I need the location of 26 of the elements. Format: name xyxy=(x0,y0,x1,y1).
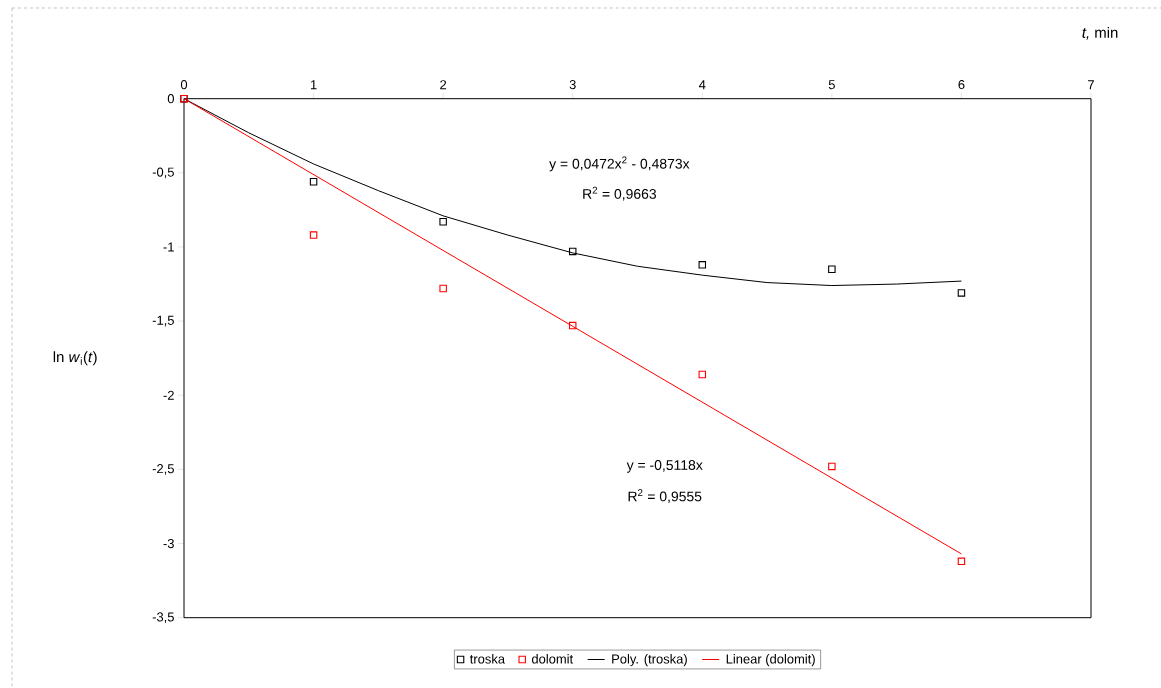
x-tick-label: 6 xyxy=(958,80,965,90)
x-tick-label: 5 xyxy=(828,80,835,90)
y-tick-label: 0 xyxy=(167,94,174,104)
y-tick-label: -1,5 xyxy=(152,315,174,327)
annotation: R$^{2}$ = 0,9663 xyxy=(583,186,657,201)
y-axis-title: ln w$_{i}$(t) xyxy=(53,351,97,366)
y-tick-label: -2,5 xyxy=(152,464,174,475)
legend-label: troska xyxy=(469,654,506,664)
annotation: R$^{2}$ = 0,9555 xyxy=(628,489,702,504)
annotation: y = -0,5118x xyxy=(626,460,703,473)
x-axis-title: t, min xyxy=(1082,26,1118,40)
y-tick-label: -3,5 xyxy=(152,612,174,624)
y-tick-label: -2 xyxy=(163,390,174,400)
y-tick-label: -3 xyxy=(163,538,174,549)
x-tick-label: 3 xyxy=(569,80,576,90)
x-tick-label: 0 xyxy=(180,80,188,90)
y-tick-label: -0,5 xyxy=(152,167,174,179)
y-tick-label: -1 xyxy=(163,242,174,252)
legend-label: Linear (dolomit) xyxy=(726,654,815,667)
x-tick-label: 1 xyxy=(310,80,317,90)
x-tick-label: 2 xyxy=(440,80,447,90)
legend-label: Poly. (troska) xyxy=(612,654,687,667)
x-tick-label: 7 xyxy=(1088,80,1094,90)
legend-label: dolomit xyxy=(531,654,574,664)
annotation: y = 0,0472x$^{2}$ - 0,4873x xyxy=(549,156,690,172)
x-tick-label: 4 xyxy=(698,80,706,90)
